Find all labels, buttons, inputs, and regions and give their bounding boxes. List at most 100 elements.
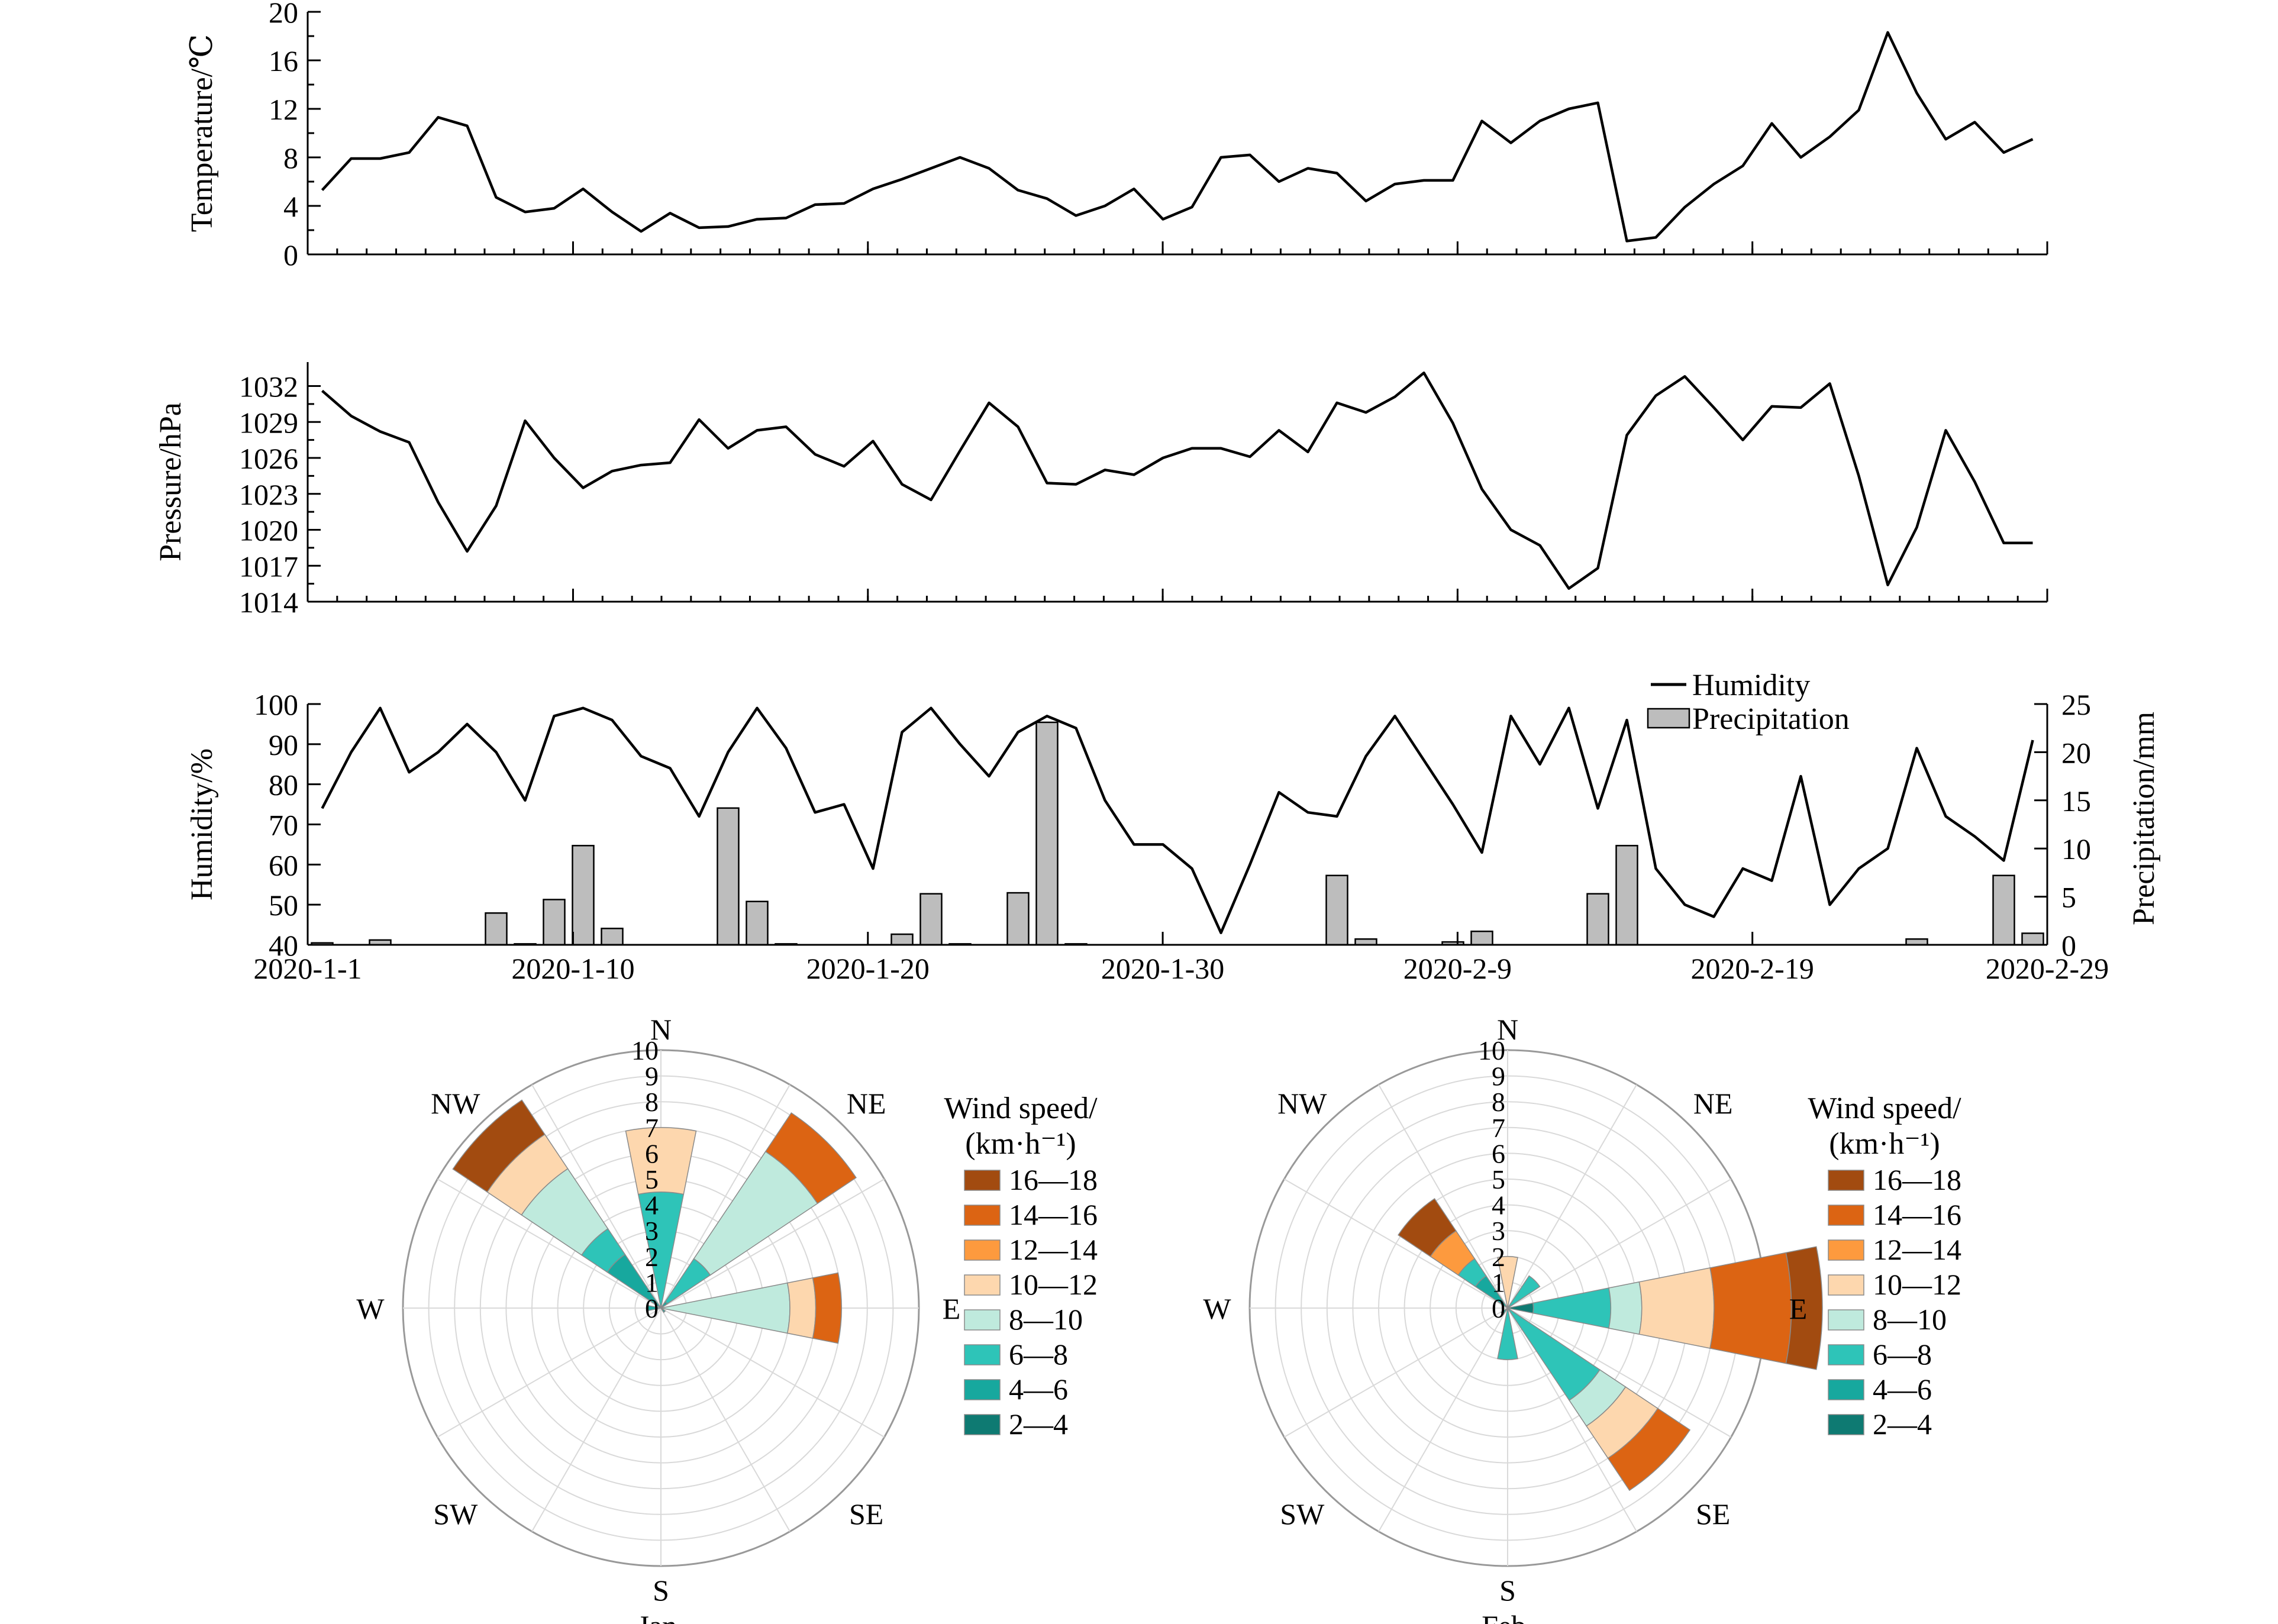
temp-y-tick-label: 4: [283, 190, 298, 223]
precipitation-bar: [890, 933, 914, 946]
pres-y-tick-label: 1029: [239, 406, 298, 439]
rose-grid-spoke: [660, 1307, 885, 1438]
precipitation-bar: [2021, 932, 2044, 946]
rose-grid-spoke: [437, 1307, 662, 1438]
rose-radial-label: 7: [645, 1113, 659, 1143]
precipitation-bar: [717, 807, 740, 946]
rose-radial-label: 5: [1492, 1164, 1505, 1194]
rose-wedge-w: [647, 1305, 662, 1312]
x-tick-label: 2020-1-20: [806, 952, 930, 985]
rose-wedge-n: [625, 1127, 697, 1195]
rose-radial-label: 8: [1492, 1087, 1505, 1117]
rose-legend-label: 2—4: [1873, 1407, 1932, 1441]
rose-legend-swatch: [1828, 1205, 1864, 1226]
rose-radial-label: 4: [645, 1190, 659, 1221]
precipitation-bar: [485, 912, 508, 946]
pres-y-tick-label: 1017: [239, 550, 298, 583]
rose-radial-label: 8: [645, 1087, 659, 1117]
rose-radial-label: 3: [1492, 1216, 1505, 1246]
precipitation-bar: [1470, 930, 1493, 946]
rose-grid-spoke: [1507, 1179, 1732, 1309]
rose-legend-title: Wind speed/: [1808, 1092, 1961, 1125]
rose-radial-label: 2: [1492, 1242, 1505, 1272]
rose-direction-label: E: [1789, 1292, 1808, 1325]
legend-precipitation-swatch: [1647, 708, 1690, 729]
hum-y-tick-label: 50: [269, 889, 298, 922]
precipitation-bar: [1006, 892, 1030, 946]
rose-radial-label: 0: [1492, 1293, 1505, 1323]
rose-radial-label: 4: [1492, 1190, 1505, 1221]
x-tick-label: 2020-2-19: [1691, 952, 1814, 985]
rose-legend-unit: (km·h⁻¹): [1829, 1127, 1940, 1161]
legend-humidity-label: Humidity: [1692, 669, 1810, 702]
rose-direction-label: W: [1203, 1292, 1231, 1325]
rose-legend-swatch: [964, 1239, 1001, 1261]
rose-legend-label: 14—16: [1873, 1198, 1961, 1231]
precipitation-bar: [919, 893, 943, 946]
hum-y-tick-label: 60: [269, 848, 298, 882]
temp-y-tick-label: 16: [269, 44, 298, 78]
rose-legend-swatch: [1828, 1239, 1864, 1261]
temp-y-tick-label: 0: [283, 238, 298, 272]
precipitation-bar: [572, 845, 595, 946]
rose-direction-label: SE: [849, 1497, 883, 1531]
rose-legend-swatch: [1828, 1309, 1864, 1331]
hum-y-tick-label: 70: [269, 809, 298, 842]
x-tick-label: 2020-1-1: [253, 952, 362, 985]
rose-legend-swatch: [1828, 1274, 1864, 1296]
rose-legend-label: 16—18: [1873, 1163, 1961, 1196]
rose-radial-label: 3: [645, 1216, 659, 1246]
rose-radial-label: 10: [631, 1035, 659, 1066]
rose-radial-label: 2: [645, 1242, 659, 1272]
rose-legend-swatch: [1828, 1344, 1864, 1365]
rose-legend-label: 12—14: [1009, 1233, 1098, 1266]
rose-legend-label: 4—6: [1873, 1373, 1932, 1406]
precipitation-bar: [746, 900, 769, 946]
rose-direction-label: S: [1499, 1574, 1516, 1607]
rose-radial-label: 9: [645, 1061, 659, 1092]
rose-radial-label: 1: [645, 1267, 659, 1297]
rose-legend-swatch: [964, 1344, 1001, 1365]
temp-series-line: [321, 31, 2034, 243]
humidity-precipitation-chart: 2020-1-1 2020-1-10 2020-1-20 2020-1-30 2020-…: [185, 669, 2161, 985]
precip-y-tick-label: 20: [2061, 736, 2091, 769]
precipitation-bar: [601, 928, 624, 946]
rose-wedge-e: [1785, 1246, 1823, 1370]
rose-wedge-nw: [452, 1099, 546, 1193]
legend-precipitation-label: Precipitation: [1692, 702, 1850, 736]
rose-wedge-e: [1638, 1267, 1715, 1349]
rose-grid-spoke: [660, 1307, 790, 1532]
pres-y-tick-label: 1023: [239, 478, 298, 511]
rose-direction-label: S: [653, 1574, 669, 1607]
x-tick-label: 2020-1-30: [1101, 952, 1224, 985]
rose-legend-swatch: [1828, 1379, 1864, 1400]
rose-month-label: Jan.: [637, 1609, 684, 1624]
hum-y-tick-label: 40: [269, 929, 298, 962]
precip-y-tick-label: 25: [2061, 688, 2091, 721]
rose-direction-label: N: [1497, 1013, 1518, 1046]
rose-radial-label: 9: [1492, 1061, 1505, 1092]
rose-wedge-e: [1709, 1252, 1792, 1364]
rose-wedge-se: [1607, 1407, 1691, 1491]
pres-y-tick-label: 1014: [239, 586, 298, 619]
rose-wedge-e: [812, 1272, 842, 1344]
rose-legend-swatch: [964, 1379, 1001, 1400]
rose-direction-label: NW: [431, 1087, 480, 1120]
rose-grid-spoke: [660, 1179, 885, 1309]
rose-grid-spoke: [531, 1084, 662, 1309]
temp-y-tick-label: 8: [283, 141, 298, 175]
rose-legend-label: 12—14: [1873, 1233, 1961, 1266]
rose-wedge-ne: [1507, 1275, 1541, 1309]
rose-legend-label: 8—10: [1009, 1303, 1083, 1336]
hum-y-tick-label: 80: [269, 769, 298, 802]
rose-grid-spoke: [1283, 1179, 1508, 1309]
rose-grid-spoke: [1378, 1084, 1508, 1309]
pres-y-tick-label: 1032: [239, 370, 298, 403]
x-tick-label: 2020-2-29: [1986, 952, 2109, 985]
rose-direction-label: N: [650, 1013, 672, 1046]
rose-direction-label: E: [943, 1292, 961, 1325]
rose-radial-label: 1: [1492, 1267, 1505, 1297]
